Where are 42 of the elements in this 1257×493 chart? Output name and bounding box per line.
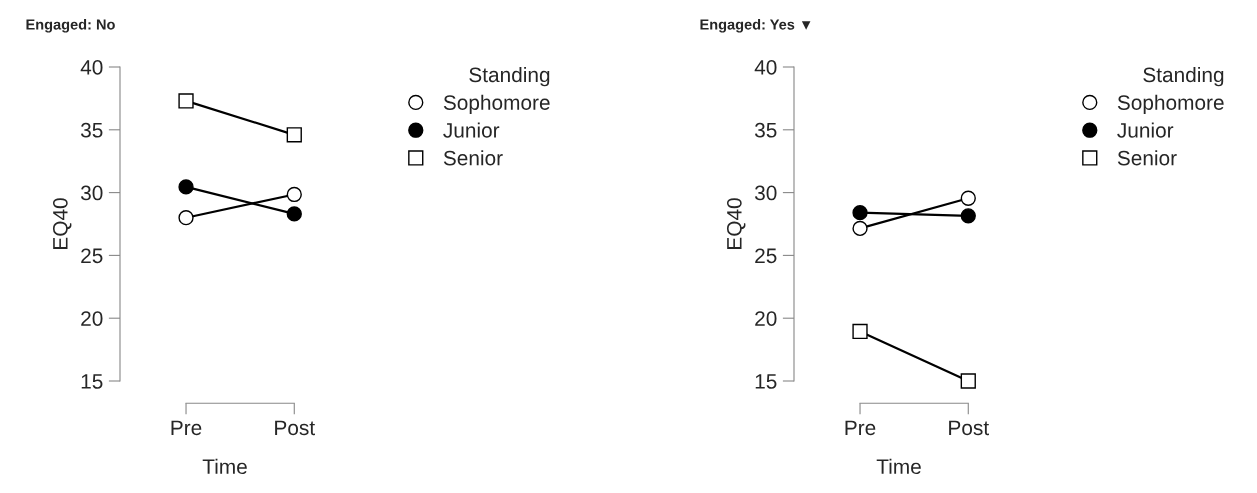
x-tick-label: Post	[949, 420, 989, 436]
point	[960, 190, 976, 206]
legend-title: Standing	[1143, 66, 1224, 87]
point	[286, 127, 302, 143]
legend-label: Senior	[443, 150, 503, 166]
x-axis-title: Time	[202, 458, 247, 475]
x-tick-label: Pre	[845, 420, 876, 436]
point	[178, 179, 194, 195]
y-tick-label: 30	[754, 185, 777, 201]
y-tick-label: 15	[81, 374, 103, 389]
y-tick-label: 20	[81, 311, 103, 326]
legend-label: Junior	[1117, 122, 1174, 138]
point	[178, 210, 194, 226]
point	[852, 323, 868, 340]
point	[960, 373, 976, 389]
y-tick-label: 20	[755, 311, 777, 326]
x-tick-label: Post	[275, 420, 315, 436]
legend-label: Sophomore	[443, 94, 550, 115]
chart-title: Engaged: No	[26, 18, 115, 33]
y-tick-label: 25	[81, 248, 103, 264]
y-tick-label: 40	[754, 60, 777, 75]
y-tick-label: 35	[754, 122, 777, 138]
x-tick-label: Pre	[171, 420, 202, 436]
x-axis-title: Time	[876, 458, 921, 475]
y-axis-title: EQ40	[52, 198, 72, 249]
y-tick-label: 25	[755, 248, 777, 264]
y-tick-label: 40	[80, 60, 103, 75]
legend-label: Junior	[443, 122, 500, 138]
y-axis-title: EQ40	[726, 198, 746, 249]
y-tick-label: 30	[80, 185, 103, 201]
legend-title: Standing	[469, 66, 550, 87]
legend-label: Sophomore	[1117, 94, 1224, 115]
point	[286, 186, 302, 203]
point	[852, 205, 868, 221]
y-tick-label: 35	[80, 122, 103, 138]
point	[852, 220, 868, 237]
y-tick-label: 15	[755, 374, 777, 389]
legend-label: Senior	[1117, 150, 1177, 166]
point	[960, 208, 976, 224]
point	[286, 206, 302, 222]
point	[178, 93, 194, 109]
chart-title: Engaged: Yes ▼	[700, 18, 811, 33]
